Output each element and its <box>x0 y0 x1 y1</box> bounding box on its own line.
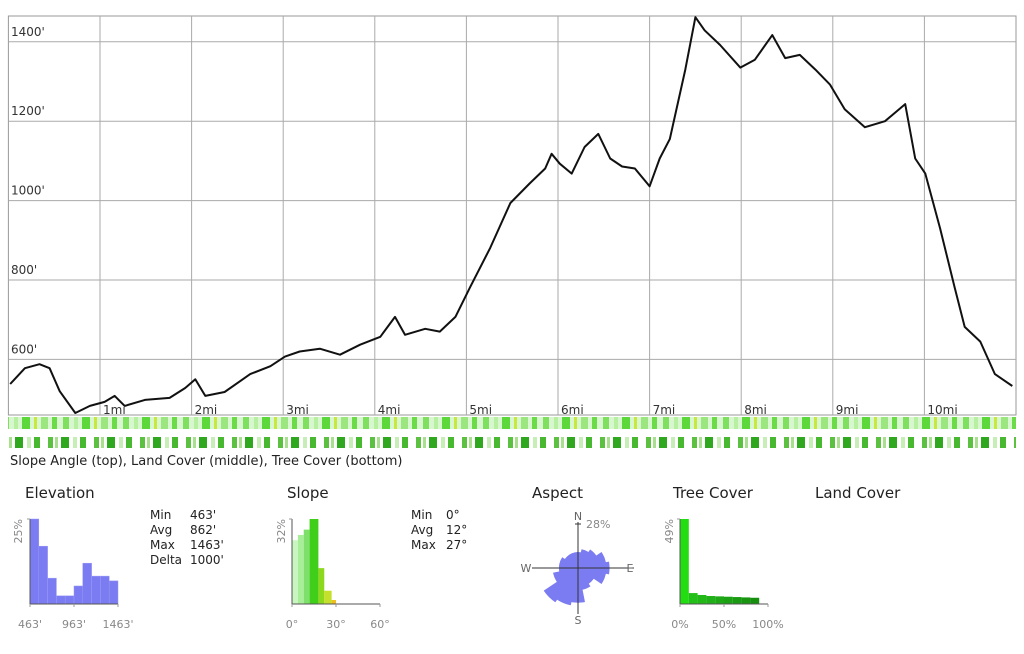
chart-layer: 600' 800' 1000' 1200' 1400' 1mi 2mi 3mi 4mi 5mi 6m… <box>7 15 1017 631</box>
histogram-bar <box>318 568 325 604</box>
y-tick-label: 600' <box>11 342 37 356</box>
stat-value: 463' <box>190 508 216 522</box>
direction-label: S <box>575 614 582 627</box>
stat-value: 12° <box>446 523 467 537</box>
histogram-bar <box>73 585 84 605</box>
histogram-bar <box>91 575 101 605</box>
x-tick-label: 2mi <box>195 403 218 417</box>
histogram-bar <box>56 595 66 605</box>
histogram-bar <box>64 595 75 605</box>
x-tick-label: 0° <box>286 618 299 631</box>
histogram-bar <box>297 534 304 604</box>
y-tick-label: 32% <box>275 519 288 543</box>
direction-label: E <box>627 562 634 575</box>
aspect-wedge <box>577 567 606 585</box>
stat-label: Max <box>411 538 436 552</box>
x-tick-label: 6mi <box>561 403 584 417</box>
section-title: Tree Cover <box>672 484 754 502</box>
histogram-bar <box>82 562 92 605</box>
x-tick-label: 50% <box>712 618 736 631</box>
stat-label: Avg <box>411 523 433 537</box>
histogram-bar <box>697 594 707 604</box>
x-tick-label: 5mi <box>469 403 492 417</box>
y-tick-label: 1000' <box>11 184 45 198</box>
y-tick-label: 800' <box>11 263 37 277</box>
aspect-wedge <box>553 567 579 583</box>
stat-value: 1463' <box>190 538 224 552</box>
histogram-bar <box>47 577 57 605</box>
x-tick-label: 4mi <box>378 403 401 417</box>
stat-label: Delta <box>150 553 182 567</box>
stat-value: 27° <box>446 538 467 552</box>
r-tick-label: 28% <box>586 518 610 531</box>
histogram-bar <box>715 596 724 604</box>
direction-label: N <box>574 510 582 523</box>
x-tick-label: 1463' <box>102 618 133 631</box>
aspect-wedge <box>559 557 579 569</box>
x-tick-label: 8mi <box>744 403 767 417</box>
section-title: Aspect <box>532 484 583 502</box>
stat-value: 1000' <box>190 553 224 567</box>
histogram-bar <box>108 580 119 605</box>
section-title: Slope <box>287 484 329 502</box>
x-tick-label: 10mi <box>927 403 957 417</box>
x-tick-label: 100% <box>752 618 783 631</box>
x-tick-label: 463' <box>18 618 42 631</box>
histogram-bar <box>750 597 760 604</box>
y-tick-label: 1200' <box>11 104 45 118</box>
histogram-bar <box>309 519 319 604</box>
histogram-bar <box>29 518 40 605</box>
histogram-bar <box>331 600 336 604</box>
stat-label: Min <box>150 508 171 522</box>
histogram-bar <box>680 519 689 604</box>
y-tick-label: 1400' <box>11 25 45 39</box>
x-tick-label: 60° <box>370 618 390 631</box>
slope-strip <box>8 417 1016 429</box>
y-tick-label: 49% <box>663 519 676 543</box>
x-tick-label: 7mi <box>653 403 676 417</box>
histogram-bar <box>292 540 298 604</box>
section-title: Land Cover <box>815 484 901 502</box>
aspect-wedge <box>568 552 579 569</box>
histogram-bar <box>100 575 110 605</box>
histogram-bar <box>732 597 742 604</box>
x-tick-label: 9mi <box>836 403 859 417</box>
x-tick-label: 1mi <box>103 403 126 417</box>
histogram-bar <box>724 596 733 604</box>
aspect-wedge <box>543 567 579 603</box>
x-tick-label: 0% <box>671 618 688 631</box>
x-tick-label: 30° <box>326 618 346 631</box>
y-tick-label: 25% <box>12 519 25 543</box>
elevation-line <box>9 16 1013 414</box>
stat-value: 0° <box>446 508 460 522</box>
x-tick-label: 963' <box>62 618 86 631</box>
plot-frame <box>7 15 1017 416</box>
histogram-bar <box>38 545 48 605</box>
stat-value: 862' <box>190 523 216 537</box>
stat-label: Max <box>150 538 175 552</box>
cover-strip <box>8 437 1016 448</box>
histogram-bar <box>324 590 332 604</box>
strip-caption: Slope Angle (top), Land Cover (middle), … <box>10 454 402 469</box>
histogram-bar <box>706 596 716 604</box>
histogram-bar <box>741 597 751 604</box>
histogram-bar <box>688 593 698 604</box>
stat-label: Min <box>411 508 432 522</box>
direction-label: W <box>521 562 532 575</box>
histogram-bar <box>303 529 310 604</box>
section-title: Elevation <box>25 484 95 502</box>
x-tick-label: 3mi <box>286 403 309 417</box>
stat-label: Avg <box>150 523 172 537</box>
